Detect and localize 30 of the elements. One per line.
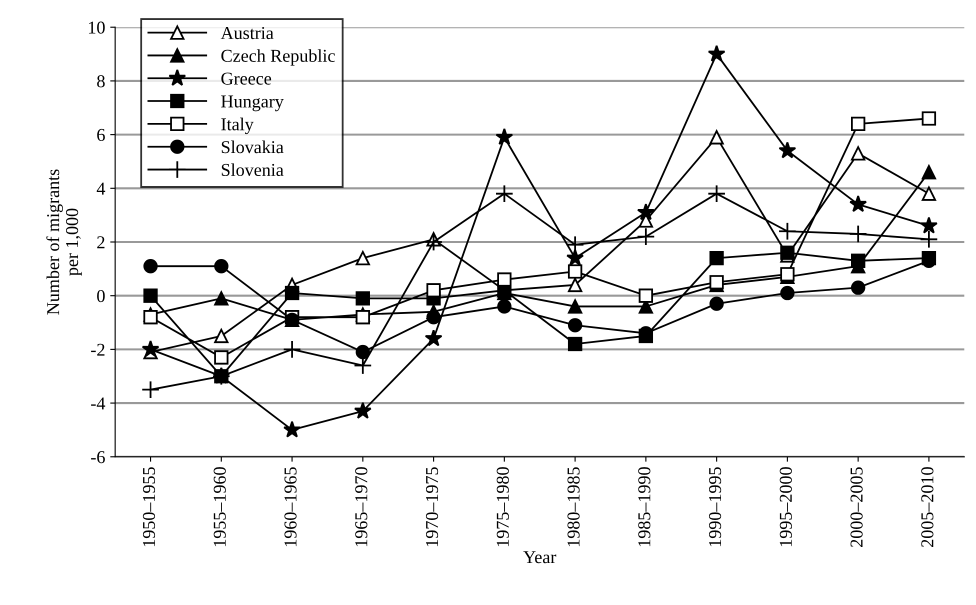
y-tick-label: 2	[97, 236, 104, 248]
y-tick-label: -4	[91, 397, 106, 410]
x-tick-label: 1990–1995	[708, 467, 722, 546]
x-tick-label: 1995–2000	[780, 467, 792, 546]
y-tick-label: 8	[97, 75, 105, 88]
legend-label: Czech Republic	[221, 49, 335, 66]
legend-label: Italy	[221, 118, 254, 134]
x-tick-label: 2005–2010	[921, 467, 934, 547]
x-tick-label: 1950–1955	[142, 467, 156, 546]
x-tick-label: 1960–1965	[284, 467, 297, 546]
y-tick-label: 10	[88, 21, 105, 34]
x-tick-label: 1980–1985	[567, 467, 580, 546]
x-tick-label: 2000–2005	[850, 467, 863, 547]
legend-label: Austria	[220, 26, 274, 40]
y-tick-label: -2	[91, 344, 104, 356]
y-tick-label: 0	[97, 290, 105, 302]
x-tick-label: 1970–1975	[426, 467, 438, 546]
legend-label: Slovakia	[222, 140, 284, 154]
legend-label: Hungary	[221, 96, 284, 112]
y-axis-title: Number of migrants per 1,000	[46, 169, 82, 315]
x-tick-label: 1975–1980	[496, 467, 509, 546]
legend-label: Slovenia	[222, 163, 284, 176]
x-tick-label: 1985–1990	[638, 467, 650, 546]
x-tick-label: 1965–1970	[355, 467, 368, 546]
y-tick-label: 4	[96, 182, 106, 195]
x-tick-label: 1955–1960	[214, 467, 226, 546]
legend-label: Greece	[221, 72, 272, 85]
y-tick-label: 6	[97, 128, 105, 142]
x-axis-title: Year	[523, 551, 556, 564]
y-tick-label: -6	[91, 451, 105, 464]
